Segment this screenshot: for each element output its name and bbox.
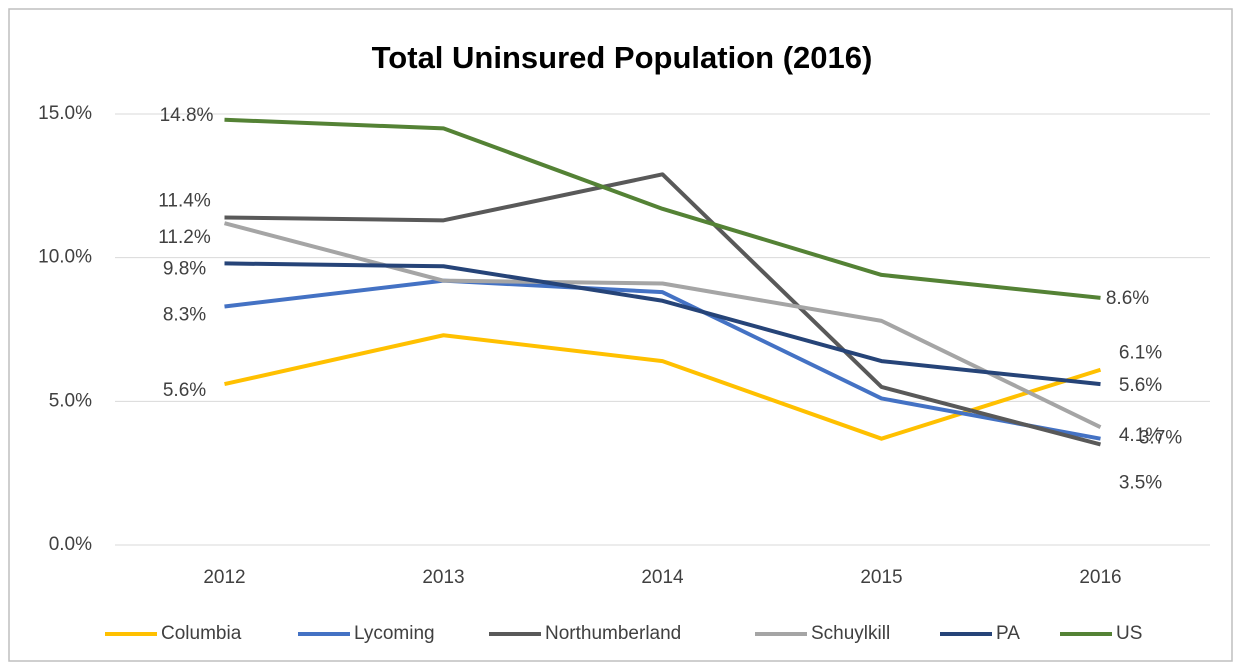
x-tick-label: 2014	[641, 567, 684, 588]
data-label: 4.1%	[1119, 425, 1162, 446]
x-tick-label: 2012	[203, 567, 245, 588]
data-label: 3.5%	[1119, 472, 1162, 493]
data-label: 9.8%	[163, 258, 206, 279]
data-label: 8.6%	[1106, 288, 1149, 309]
series-line	[224, 278, 1101, 441]
x-tick-label: 2016	[1079, 567, 1121, 588]
legend-label: Schuylkill	[811, 623, 890, 644]
data-label: 11.4%	[158, 190, 211, 211]
y-tick-label: 15.0%	[38, 103, 92, 124]
x-tick-label: 2013	[422, 567, 464, 588]
data-label: 5.6%	[163, 380, 206, 401]
data-label: 5.6%	[1119, 375, 1162, 396]
series-line	[224, 117, 1101, 300]
series-line	[224, 172, 1102, 447]
legend-label: Columbia	[161, 623, 242, 644]
chart-frame	[8, 8, 1233, 662]
data-label: 6.1%	[1119, 343, 1162, 364]
y-tick-label: 5.0%	[49, 390, 92, 411]
series-line	[223, 221, 1102, 429]
legend-label: US	[1116, 623, 1142, 644]
data-label: 14.8%	[160, 105, 214, 126]
chart-title: Total Uninsured Population (2016)	[372, 40, 873, 75]
data-label: 8.3%	[163, 305, 206, 326]
series-line	[224, 261, 1101, 387]
x-tick-label: 2015	[860, 567, 902, 588]
legend-label: PA	[996, 623, 1020, 644]
data-label: 11.2%	[158, 227, 211, 248]
y-tick-label: 10.0%	[38, 247, 92, 268]
series-line	[224, 333, 1102, 441]
legend-label: Lycoming	[354, 623, 435, 644]
data-label: 3.7%	[1139, 428, 1182, 449]
legend-label: Northumberland	[545, 623, 681, 644]
y-tick-label: 0.0%	[49, 534, 92, 555]
